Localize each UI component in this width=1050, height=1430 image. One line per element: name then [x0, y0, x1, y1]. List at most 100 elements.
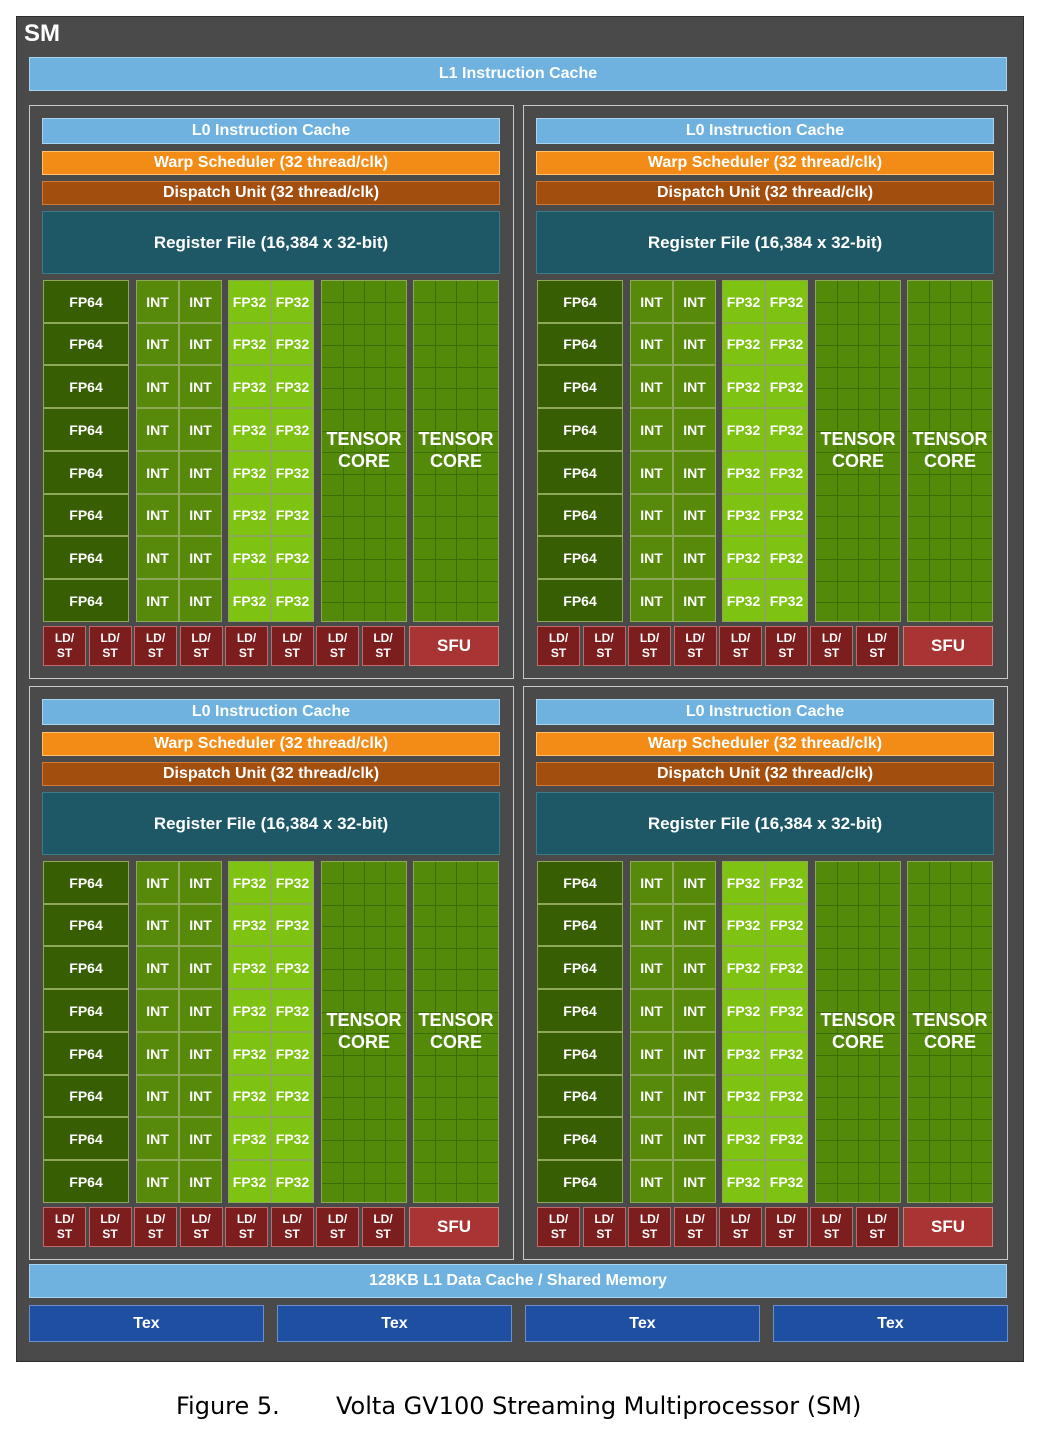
int-unit: INT [630, 1117, 673, 1160]
ld-st-unit: LD/ST [537, 1207, 580, 1247]
tensor-grid-line [908, 495, 992, 496]
tensor-grid-line [908, 559, 992, 561]
int-unit: INT [136, 1075, 179, 1117]
int-unit: INT [673, 494, 716, 536]
tensor-grid-line [837, 281, 838, 621]
fp32-unit: FP32 [722, 536, 765, 579]
tensor-core: TENSOR CORE [907, 280, 993, 622]
tensor-grid-line [414, 580, 498, 582]
tensor-core: TENSOR CORE [321, 280, 407, 622]
ld-st-unit: LD/ST [225, 626, 268, 666]
tensor-grid-line [322, 388, 406, 389]
tensor-grid-line [322, 990, 406, 992]
int-unit: INT [136, 494, 179, 536]
tensor-grid-line [908, 1011, 992, 1013]
fp32-unit: FP32 [722, 323, 765, 365]
int-unit: INT [136, 365, 179, 408]
ld-st-label: ST [284, 1227, 300, 1241]
tensor-grid-line [908, 516, 992, 518]
fp32-unit: FP32 [722, 408, 765, 451]
ld-st-label: ST [238, 1227, 255, 1241]
warp-scheduler: Warp Scheduler (32 thread/clk) [42, 732, 500, 756]
fp64-unit: FP64 [43, 1117, 129, 1160]
register-file: Register File (16,384 x 32-bit) [536, 211, 994, 274]
ld-st-label: LD/ [327, 1212, 348, 1226]
ld-st-unit: LD/ST [537, 626, 580, 666]
tensor-grid-line [322, 904, 406, 906]
fp64-unit: FP64 [537, 536, 623, 579]
tensor-grid-line [816, 883, 900, 885]
tensor-grid-line [908, 366, 992, 368]
ld-st-label: ST [284, 646, 300, 660]
tensor-grid-line [816, 559, 900, 561]
fp32-unit: FP32 [765, 280, 808, 323]
ld-st-unit: LD/ST [270, 1207, 314, 1247]
ld-st-label: ST [823, 1227, 840, 1241]
fp32-unit: FP32 [271, 1075, 314, 1117]
ld-st-label: ST [329, 646, 346, 660]
fp32-unit: FP32 [271, 989, 314, 1032]
tensor-grid-line [322, 452, 406, 454]
tensor-grid-line [456, 862, 457, 1202]
tensor-grid-line [414, 969, 498, 970]
dispatch-unit: Dispatch Unit (32 thread/clk) [42, 181, 500, 205]
fp64-unit: FP64 [43, 408, 129, 451]
int-unit: INT [179, 989, 222, 1032]
l0-instruction-cache: L0 Instruction Cache [536, 118, 994, 144]
tensor-grid-line [908, 1118, 992, 1120]
int-unit: INT [179, 1160, 222, 1203]
tex-unit-1: Tex [29, 1305, 264, 1342]
tensor-grid-line [816, 1161, 900, 1163]
tensor-core-label-line: CORE [337, 451, 390, 471]
tensor-grid-line [414, 1140, 498, 1142]
tensor-grid-line [322, 345, 406, 347]
fp64-unit: FP64 [537, 989, 623, 1032]
fp64-unit: FP64 [537, 1160, 623, 1203]
ld-st-unit: LD/ST [628, 626, 671, 666]
tensor-grid-line [414, 1033, 498, 1035]
fp32-unit: FP32 [271, 946, 314, 989]
tensor-core-label-line: CORE [923, 1032, 976, 1052]
tensor-core-label-line: TENSOR [418, 1010, 494, 1030]
fp64-unit: FP64 [537, 904, 623, 946]
tensor-core-label-line: TENSOR [418, 429, 494, 449]
int-unit: INT [673, 579, 716, 622]
int-unit: INT [136, 861, 179, 904]
fp64-unit: FP64 [43, 451, 129, 494]
tensor-grid-line [414, 1118, 498, 1120]
int-unit: INT [179, 1032, 222, 1075]
fp32-unit: FP32 [765, 861, 808, 904]
tensor-grid-line [816, 302, 900, 304]
caption-number: Figure 5. [176, 1392, 280, 1420]
dispatch-unit: Dispatch Unit (32 thread/clk) [536, 181, 994, 205]
tensor-grid-line [322, 1033, 406, 1035]
tensor-grid-line [435, 281, 436, 621]
ld-st-label: ST [102, 646, 118, 660]
sfu-unit: SFU [903, 1207, 993, 1247]
fp32-unit: FP32 [765, 323, 808, 365]
ld-st-label: ST [869, 1227, 885, 1241]
tensor-grid-line [908, 473, 992, 475]
tensor-grid-line [414, 430, 498, 432]
fp32-unit: FP32 [228, 408, 271, 451]
tensor-grid-line [950, 281, 951, 621]
tensor-grid-line [414, 388, 498, 389]
ld-st-label: ST [193, 646, 209, 660]
fp32-unit: FP32 [228, 904, 271, 946]
fp32-unit: FP32 [722, 365, 765, 408]
tensor-grid-line [414, 537, 498, 539]
tex-unit-3: Tex [525, 1305, 760, 1342]
fp32-unit: FP32 [271, 1117, 314, 1160]
fp32-unit: FP32 [722, 861, 765, 904]
int-unit: INT [136, 451, 179, 494]
fp64-unit: FP64 [537, 494, 623, 536]
fp32-unit: FP32 [765, 494, 808, 536]
tensor-grid-line [343, 281, 344, 621]
l1-instruction-cache: L1 Instruction Cache [29, 57, 1007, 91]
ld-st-label: LD/ [282, 631, 302, 645]
ld-st-unit: LD/ST [316, 626, 359, 666]
tensor-grid-line [858, 281, 859, 621]
int-unit: INT [673, 946, 716, 989]
fp64-unit: FP64 [43, 365, 129, 408]
tensor-grid-line [816, 345, 900, 347]
